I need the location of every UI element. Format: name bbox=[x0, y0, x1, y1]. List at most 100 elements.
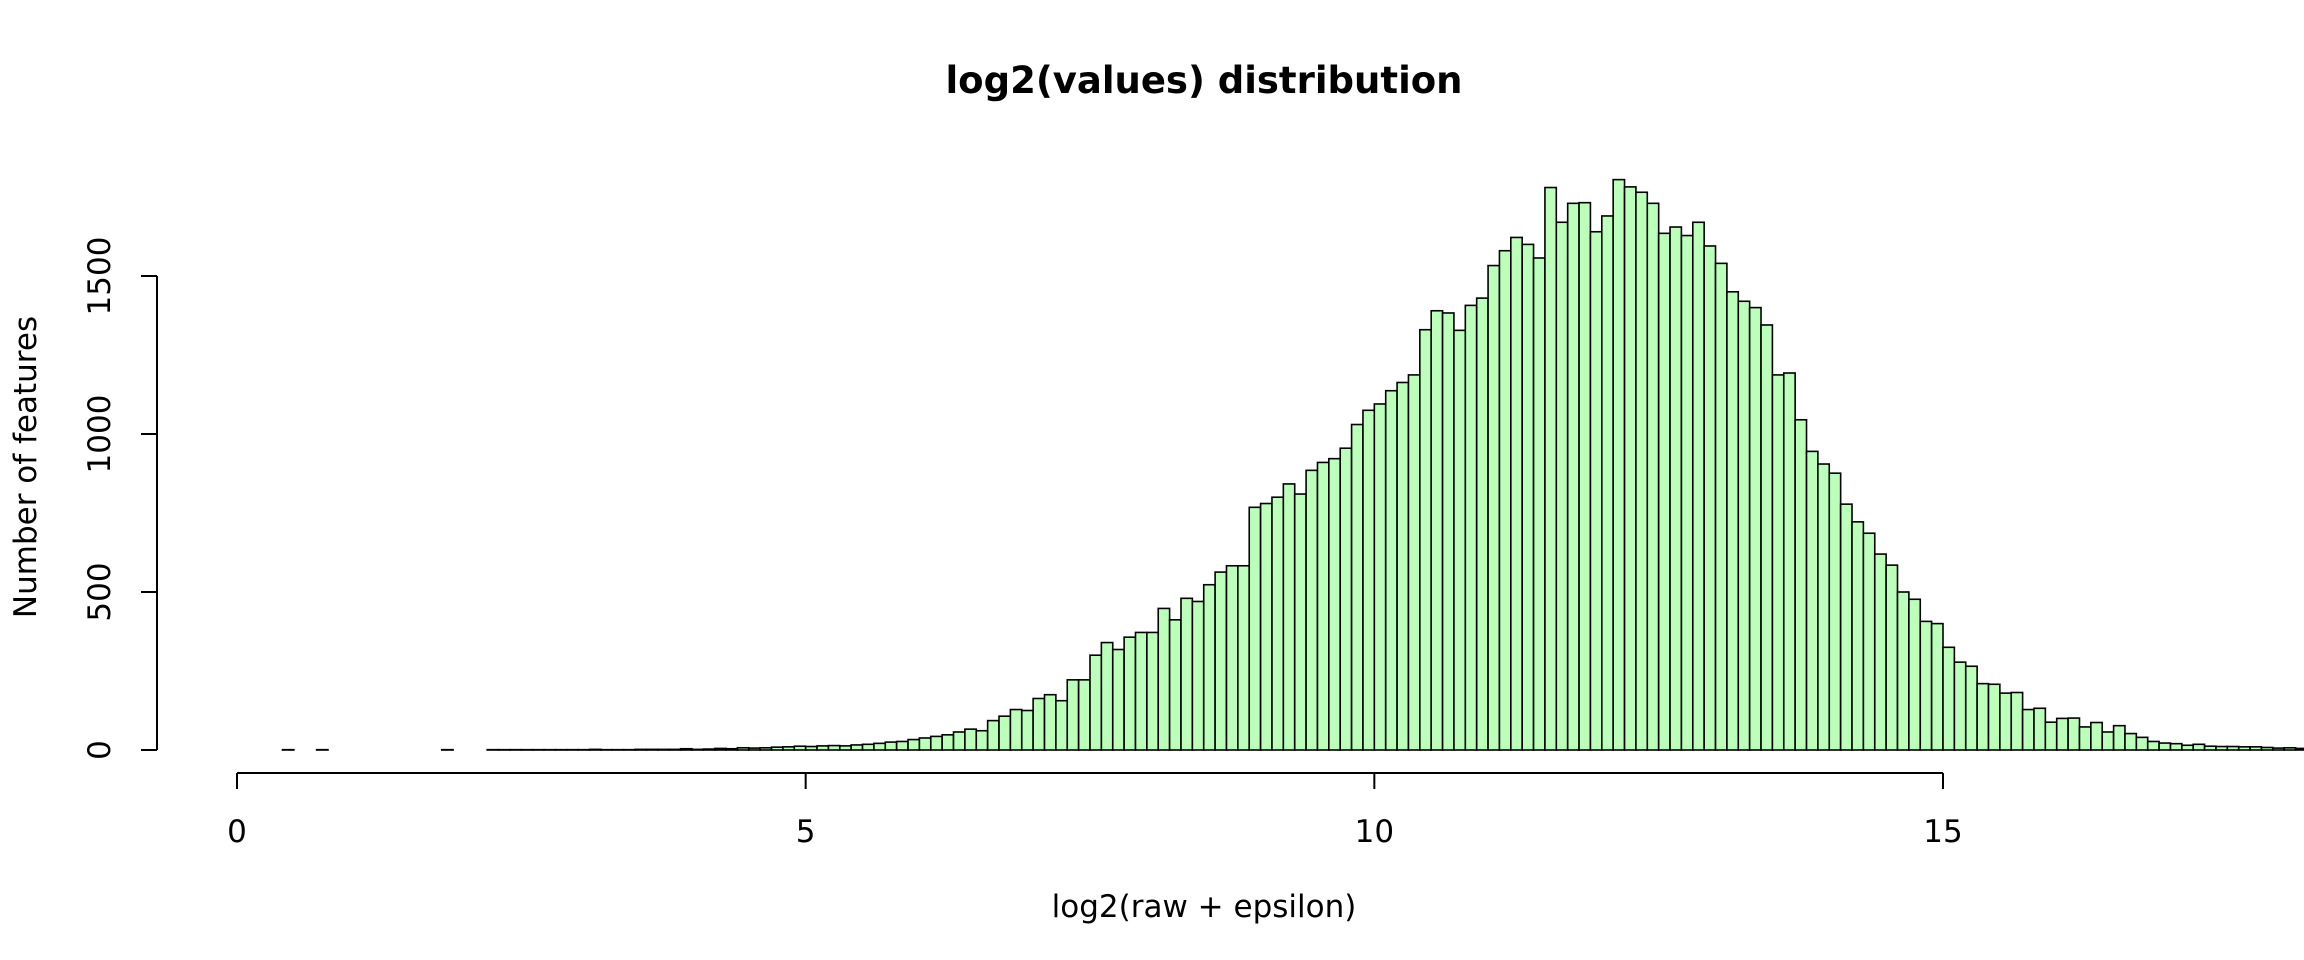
histogram-bar bbox=[998, 715, 1012, 751]
histogram-bar bbox=[2112, 724, 2126, 751]
histogram-bar bbox=[2124, 732, 2138, 751]
histogram-bar bbox=[679, 747, 693, 751]
histogram-bar bbox=[2033, 707, 2047, 751]
histogram-bar bbox=[1066, 679, 1080, 751]
histogram-bar bbox=[1464, 304, 1478, 751]
histogram-bar bbox=[2135, 736, 2149, 751]
histogram-bar bbox=[1373, 403, 1387, 751]
histogram-bar bbox=[1305, 469, 1319, 751]
histogram-bar bbox=[1760, 324, 1774, 751]
histogram-bar bbox=[1441, 312, 1455, 751]
histogram-bar bbox=[1987, 683, 2001, 751]
histogram-bar bbox=[2090, 721, 2104, 751]
histogram-bar bbox=[1680, 234, 1694, 751]
histogram-bar bbox=[1384, 389, 1398, 751]
histogram-bar bbox=[1839, 503, 1853, 751]
histogram-bar bbox=[2192, 743, 2206, 751]
histogram-bar bbox=[2181, 744, 2195, 751]
x-tick-label: 5 bbox=[796, 814, 816, 850]
histogram-bar bbox=[1566, 202, 1580, 751]
histogram-bar bbox=[1214, 571, 1228, 751]
histogram-bar bbox=[2078, 726, 2092, 751]
histogram-bar bbox=[1316, 461, 1330, 751]
histogram-bar bbox=[1453, 329, 1467, 751]
histogram-bar bbox=[1407, 374, 1421, 751]
histogram-bar bbox=[884, 741, 898, 751]
histogram-bar bbox=[1657, 232, 1671, 751]
histogram-bar bbox=[1601, 215, 1614, 751]
histogram-bar bbox=[1202, 583, 1216, 751]
histogram-bar bbox=[1669, 226, 1683, 751]
histogram-bar bbox=[2283, 746, 2297, 751]
histogram-bar bbox=[1748, 306, 1762, 751]
histogram-bar bbox=[1794, 418, 1808, 751]
histogram-bar bbox=[668, 748, 682, 751]
x-axis-label: log2(raw + epsilon) bbox=[1052, 889, 1357, 925]
histogram-bar bbox=[1646, 202, 1660, 751]
histogram-bar bbox=[1339, 447, 1353, 751]
histogram-bar bbox=[1999, 692, 2013, 751]
histogram-bar bbox=[1043, 693, 1057, 751]
histogram-bar bbox=[1157, 607, 1171, 751]
histogram-bar bbox=[964, 728, 978, 751]
histogram-bar bbox=[2294, 747, 2304, 751]
histogram-bar bbox=[1077, 679, 1091, 751]
histogram-bar bbox=[2226, 745, 2240, 751]
y-tick-label: 1500 bbox=[82, 237, 118, 316]
histogram-bar bbox=[1055, 699, 1069, 751]
histogram-bar bbox=[2260, 746, 2274, 751]
histogram-bar bbox=[895, 740, 909, 751]
histogram-bar bbox=[1691, 221, 1705, 751]
histogram-bar bbox=[1714, 262, 1728, 751]
histogram-bar bbox=[975, 729, 989, 751]
histogram-bar bbox=[1123, 636, 1137, 751]
histogram-bar bbox=[1191, 600, 1205, 751]
histogram-bar bbox=[1328, 457, 1342, 751]
histogram-bar bbox=[1089, 654, 1103, 751]
histogram-bar bbox=[1032, 697, 1046, 751]
histogram-bar bbox=[691, 748, 705, 751]
y-tick-label: 0 bbox=[82, 740, 118, 760]
histogram-bar bbox=[1020, 709, 1034, 751]
histogram-bar bbox=[850, 744, 864, 751]
histogram-bar bbox=[1578, 201, 1592, 751]
histogram-bar bbox=[770, 746, 784, 751]
histogram-bar bbox=[816, 745, 830, 751]
histogram-bar bbox=[1555, 221, 1569, 751]
histogram-bar bbox=[2044, 721, 2058, 751]
histogram-bar bbox=[702, 748, 716, 751]
y-tick-label: 1000 bbox=[82, 395, 118, 474]
histogram-bar bbox=[657, 748, 670, 751]
histogram-bar bbox=[1350, 423, 1364, 751]
chart-title: log2(values) distribution bbox=[945, 59, 1462, 102]
histogram-bar bbox=[1510, 236, 1523, 751]
histogram-bar bbox=[1248, 506, 1262, 751]
histogram-bar bbox=[1908, 598, 1922, 751]
histogram-bar bbox=[827, 744, 841, 751]
histogram-bar bbox=[1521, 243, 1535, 751]
histogram-bar bbox=[1862, 532, 1876, 751]
histogram-bar bbox=[2101, 731, 2115, 751]
y-tick-label: 500 bbox=[82, 562, 118, 621]
histogram-bar bbox=[1100, 641, 1114, 751]
histogram-bar bbox=[1771, 374, 1785, 751]
histogram-bar bbox=[2272, 747, 2286, 751]
histogram-bar bbox=[1873, 553, 1887, 751]
histogram-bar bbox=[1589, 230, 1603, 751]
histogram-bar bbox=[645, 748, 659, 751]
histogram-bar bbox=[1782, 372, 1796, 751]
histogram-bar bbox=[736, 746, 750, 751]
histogram-bar bbox=[1430, 309, 1444, 751]
histogram-bar bbox=[759, 746, 773, 751]
histogram-bar bbox=[2055, 717, 2069, 751]
histogram-bar bbox=[588, 748, 602, 751]
histogram-bar bbox=[713, 747, 727, 751]
y-axis: 0 500 1000 1500 bbox=[82, 237, 158, 760]
histogram-bar bbox=[1111, 648, 1125, 751]
histogram-bar bbox=[1168, 619, 1182, 751]
histogram-bar bbox=[2169, 742, 2183, 751]
histogram-bar bbox=[1134, 631, 1148, 751]
histogram-bar bbox=[2146, 740, 2160, 751]
x-axis: 0 5 10 15 bbox=[227, 772, 1963, 850]
histogram-bar bbox=[838, 745, 852, 751]
